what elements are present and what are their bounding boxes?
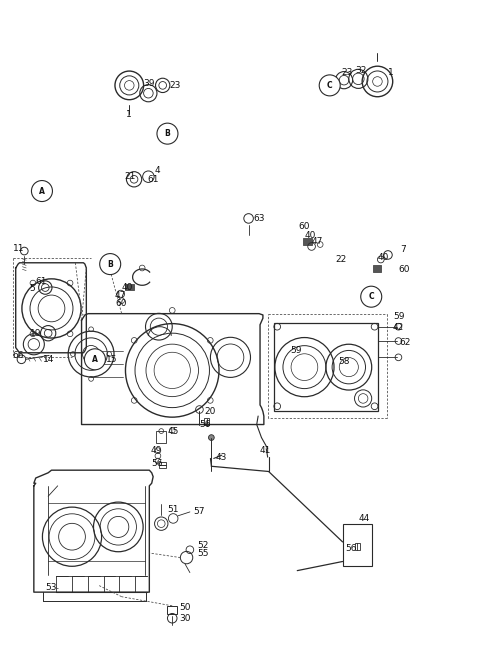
Text: 66: 66: [12, 351, 24, 360]
Text: 60: 60: [115, 298, 126, 308]
Text: 56: 56: [199, 420, 211, 429]
Text: 40: 40: [377, 253, 389, 262]
Text: 22: 22: [336, 255, 347, 264]
Circle shape: [361, 286, 382, 307]
Text: A: A: [92, 355, 98, 364]
Text: 57: 57: [193, 508, 205, 516]
Text: 47: 47: [312, 237, 323, 247]
Text: B: B: [108, 260, 113, 268]
Text: 23: 23: [341, 68, 352, 77]
Bar: [156, 431, 166, 443]
Text: B: B: [165, 129, 170, 138]
Text: 14: 14: [43, 355, 55, 364]
Text: 40: 40: [121, 283, 133, 292]
Bar: [355, 543, 360, 550]
Bar: [275, 323, 378, 411]
Circle shape: [319, 75, 340, 96]
Bar: [372, 266, 381, 272]
Text: A: A: [39, 186, 45, 195]
Text: 56: 56: [152, 459, 163, 468]
Text: 11: 11: [13, 244, 25, 253]
Text: 7: 7: [400, 245, 406, 255]
Bar: [124, 283, 134, 290]
Text: 32: 32: [356, 66, 367, 75]
Text: 1: 1: [126, 110, 132, 119]
Bar: [303, 238, 312, 245]
Bar: [168, 606, 177, 613]
Bar: [343, 523, 372, 566]
Text: 56: 56: [345, 544, 357, 553]
Circle shape: [32, 180, 52, 201]
Bar: [204, 418, 209, 424]
Text: 41: 41: [259, 446, 270, 455]
Text: 4: 4: [154, 166, 160, 174]
Text: 21: 21: [124, 172, 136, 181]
Text: 42: 42: [393, 323, 404, 333]
Circle shape: [100, 254, 120, 275]
Text: 60: 60: [398, 265, 410, 274]
Text: 63: 63: [253, 214, 265, 223]
Text: 55: 55: [197, 548, 208, 558]
Text: 43: 43: [215, 453, 227, 462]
Text: 60: 60: [298, 222, 310, 232]
Text: 39: 39: [144, 79, 155, 88]
Text: 1: 1: [388, 68, 394, 77]
Text: 52: 52: [197, 541, 208, 550]
Text: 45: 45: [168, 426, 179, 436]
Text: 59: 59: [290, 346, 301, 356]
Text: 40: 40: [304, 231, 316, 240]
Text: C: C: [369, 292, 374, 301]
Text: 23: 23: [169, 81, 181, 90]
Text: 20: 20: [204, 407, 216, 416]
Circle shape: [208, 435, 214, 440]
Text: 47: 47: [115, 291, 126, 300]
Text: 15: 15: [107, 355, 118, 364]
Text: 51: 51: [168, 505, 179, 514]
Bar: [159, 462, 166, 468]
Text: 49: 49: [150, 446, 162, 455]
Text: 58: 58: [338, 358, 349, 367]
Text: 19: 19: [30, 329, 42, 338]
Text: 50: 50: [179, 603, 191, 611]
Text: 30: 30: [179, 614, 191, 623]
Text: 44: 44: [359, 514, 370, 523]
Text: C: C: [327, 81, 333, 90]
Text: 62: 62: [400, 338, 411, 347]
Text: 53: 53: [45, 583, 57, 592]
Text: 61: 61: [36, 277, 47, 285]
Text: 5: 5: [29, 284, 35, 293]
Circle shape: [157, 123, 178, 144]
Text: 59: 59: [394, 312, 405, 321]
Text: 61: 61: [147, 174, 158, 184]
Circle shape: [84, 349, 106, 370]
